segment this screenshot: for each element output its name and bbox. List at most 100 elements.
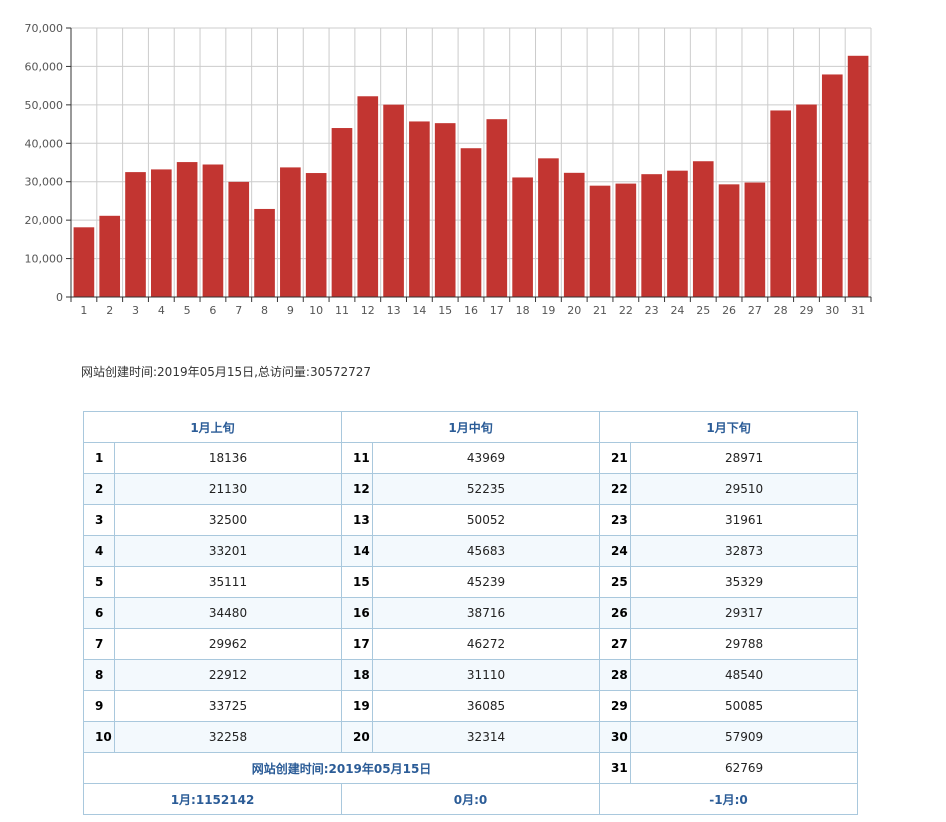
visit-count-cell: 36085 — [372, 690, 601, 722]
table-row: 5 35111 15 45239 25 35329 — [83, 566, 859, 598]
visit-count-cell: 22912 — [113, 659, 343, 691]
bar-day-28 — [770, 110, 791, 297]
bar-day-15 — [434, 123, 456, 297]
day-label-cell: 15 — [341, 566, 374, 598]
visits-bar-chart: 0 10,000 20,000 30,000 40,000 50,000 60,000 70,… — [25, 22, 872, 317]
chart-grid — [70, 27, 872, 298]
x-tick-label: 9 — [287, 304, 294, 317]
day-label-cell: 14 — [341, 535, 374, 567]
x-tick-label: 20 — [567, 304, 581, 317]
x-tick-label: 4 — [158, 304, 165, 317]
day-label-cell: 12 — [341, 473, 374, 505]
visit-count-cell: 52235 — [372, 473, 601, 505]
table-row: 6 34480 16 38716 26 29317 — [83, 597, 859, 629]
x-tick-label: 27 — [748, 304, 762, 317]
y-tick-label: 40,000 — [25, 137, 64, 150]
monthly-stats-table: 1月上旬 1月中旬 1月下旬 1 18136 11 43969 21 28971 2 2113… — [82, 411, 859, 815]
x-tick-label: 5 — [184, 304, 191, 317]
bar-day-3 — [125, 172, 146, 297]
table-row: 10 32258 20 32314 30 57909 — [83, 721, 859, 753]
table-row: 9 33725 19 36085 29 50085 — [83, 690, 859, 722]
x-tick-label: 31 — [851, 304, 865, 317]
bar-day-14 — [409, 121, 430, 298]
y-tick-label: 20,000 — [25, 214, 64, 227]
day-label-cell: 6 — [83, 597, 115, 629]
footer-total-prev2: -1月:0 — [599, 783, 859, 815]
bar-day-27 — [744, 182, 766, 297]
bar-day-13 — [383, 104, 404, 297]
bar-day-25 — [692, 161, 714, 297]
bar-day-29 — [796, 104, 817, 297]
day-label-cell: 17 — [341, 628, 374, 660]
table-body: 1 18136 11 43969 21 28971 2 21130 12 52235 22 29510… — [83, 442, 859, 753]
bar-day-24 — [667, 170, 688, 297]
header-early-month: 1月上旬 — [82, 411, 343, 443]
visit-count-cell: 38716 — [372, 597, 601, 629]
day-label-cell: 27 — [599, 628, 632, 660]
y-tick-label: 0 — [56, 291, 63, 304]
visit-count-cell: 50052 — [372, 504, 601, 536]
bar-day-31 — [847, 55, 869, 297]
visit-count-cell: 29962 — [113, 628, 343, 660]
day-label-cell: 11 — [341, 442, 374, 474]
header-mid-month: 1月中旬 — [341, 411, 601, 443]
bar-day-8 — [254, 208, 275, 297]
y-tick-label: 10,000 — [25, 253, 64, 266]
bar-day-16 — [460, 148, 482, 297]
chart-bars — [73, 55, 869, 298]
visit-count-cell: 57909 — [630, 721, 859, 753]
day-label-cell: 19 — [341, 690, 374, 722]
header-late-month: 1月下旬 — [599, 411, 859, 443]
visit-count-cell: 50085 — [630, 690, 859, 722]
visit-count-cell: 33201 — [113, 535, 343, 567]
visit-count-cell: 35111 — [113, 566, 343, 598]
bar-day-2 — [99, 215, 121, 297]
day-label-cell: 23 — [599, 504, 632, 536]
day-label-cell: 10 — [83, 721, 115, 753]
x-tick-label: 1 — [80, 304, 87, 317]
day-label-cell: 18 — [341, 659, 374, 691]
bar-day-23 — [641, 174, 662, 297]
footer-total-prev: 0月:0 — [341, 783, 601, 815]
table-row: 8 22912 18 31110 28 48540 — [83, 659, 859, 691]
bar-day-10 — [305, 173, 327, 297]
visit-count-cell: 43969 — [372, 442, 601, 474]
y-tick-label: 70,000 — [25, 22, 64, 35]
day-label-cell: 7 — [83, 628, 115, 660]
bar-day-20 — [563, 172, 585, 297]
table-created-row: 网站创建时间:2019年05月15日 31 62769 — [82, 752, 859, 784]
visit-count-cell: 32873 — [630, 535, 859, 567]
visit-count-cell: 29788 — [630, 628, 859, 660]
table-row: 2 21130 12 52235 22 29510 — [83, 473, 859, 505]
x-tick-label: 29 — [799, 304, 813, 317]
visit-count-cell: 45239 — [372, 566, 601, 598]
visit-count-cell: 18136 — [113, 442, 343, 474]
visit-count-cell: 45683 — [372, 535, 601, 567]
x-tick-label: 19 — [541, 304, 555, 317]
x-tick-label: 3 — [132, 304, 139, 317]
day-label-cell: 1 — [83, 442, 115, 474]
bar-day-19 — [538, 158, 559, 297]
x-tick-label: 6 — [209, 304, 216, 317]
x-tick-label: 7 — [235, 304, 242, 317]
visit-count-cell: 28971 — [630, 442, 859, 474]
day-label-cell: 4 — [83, 535, 115, 567]
footer-total-current: 1月:1152142 — [82, 783, 343, 815]
day-label-cell: 21 — [599, 442, 632, 474]
bar-day-30 — [821, 74, 843, 297]
visit-count-cell: 32500 — [113, 504, 343, 536]
day-label-cell: 25 — [599, 566, 632, 598]
table-row: 1 18136 11 43969 21 28971 — [83, 442, 859, 474]
x-tick-label: 2 — [106, 304, 113, 317]
visit-count-cell: 32314 — [372, 721, 601, 753]
visit-count-cell: 48540 — [630, 659, 859, 691]
table-row: 3 32500 13 50052 23 31961 — [83, 504, 859, 536]
table-row: 4 33201 14 45683 24 32873 — [83, 535, 859, 567]
x-tick-label: 14 — [412, 304, 426, 317]
created-date-cell: 网站创建时间:2019年05月15日 — [82, 752, 601, 784]
bar-day-7 — [228, 181, 250, 297]
bar-day-26 — [718, 184, 740, 297]
day-label-cell: 26 — [599, 597, 632, 629]
x-tick-label: 10 — [309, 304, 323, 317]
bar-day-4 — [151, 169, 172, 297]
